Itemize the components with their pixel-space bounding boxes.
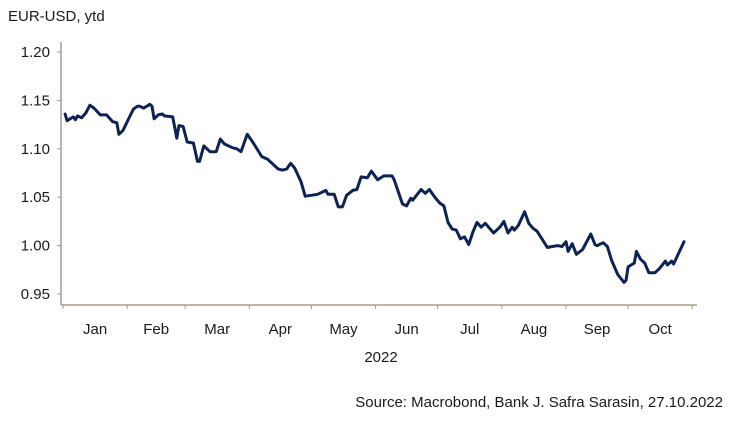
x-tick-label: May xyxy=(329,321,358,338)
x-tick-label: Jun xyxy=(395,321,419,338)
y-tick-label: 1.10 xyxy=(21,141,50,158)
source-note: Source: Macrobond, Bank J. Safra Sarasin… xyxy=(355,394,723,411)
y-tick-label: 1.20 xyxy=(21,44,50,61)
y-tick-label: 1.15 xyxy=(21,92,50,109)
series-line-eur-usd xyxy=(63,102,686,284)
x-tick-label: Mar xyxy=(204,321,230,338)
x-tick-labels: Jan Feb Mar Apr May Jun Jul Aug Sep Oct xyxy=(83,321,673,338)
x-tick-label: Apr xyxy=(269,321,292,338)
y-tick-label: 0.95 xyxy=(21,286,50,303)
y-tick-label: 1.05 xyxy=(21,189,50,206)
x-tick-label: Jan xyxy=(83,321,107,338)
y-tick-label: 1.00 xyxy=(21,238,50,255)
axes xyxy=(57,42,697,309)
x-tick-label: Sep xyxy=(584,321,611,338)
x-tick-label: Oct xyxy=(649,321,673,338)
x-tick-label: Jul xyxy=(460,321,479,338)
x-tick-label: Aug xyxy=(521,321,548,338)
x-tick-label: Feb xyxy=(143,321,169,338)
chart-title: EUR-USD, ytd xyxy=(8,8,105,25)
y-tick-labels: 1.20 1.15 1.10 1.05 1.00 0.95 xyxy=(21,44,50,303)
x-axis-label: 2022 xyxy=(364,349,397,366)
